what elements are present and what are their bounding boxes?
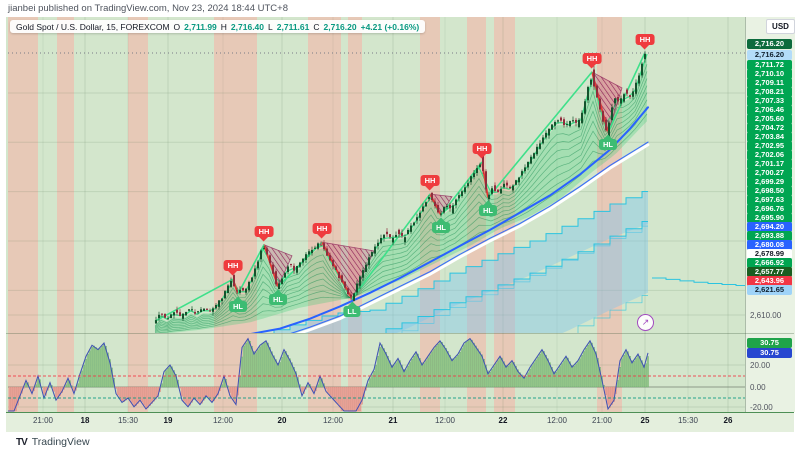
time-tick: 12:00 [212, 416, 234, 425]
price-badge: 2,678.99 [747, 249, 792, 259]
pane-divider[interactable] [6, 333, 794, 334]
price-badge: 2,680.08 [747, 240, 792, 250]
legend-symbol-text: Gold Spot / U.S. Dollar, 15, FOREXCOM [16, 21, 170, 32]
hh-marker: HH [254, 225, 274, 242]
marker-label: HH [476, 144, 488, 154]
price-badge: 2,702.95 [747, 141, 792, 151]
tradingview-watermark[interactable]: TV TradingView [16, 436, 90, 448]
marker-label: HL [233, 302, 243, 312]
legend-low-label: L [268, 21, 273, 32]
legend-close-label: C [313, 21, 320, 32]
price-badge: 2,697.63 [747, 195, 792, 205]
time-tick: 12:00 [434, 416, 456, 425]
time-tick: 12:00 [322, 416, 344, 425]
price-badge: 2,695.90 [747, 213, 792, 223]
time-tick: 15:30 [117, 416, 139, 425]
price-badge: 2,700.27 [747, 168, 792, 178]
time-tick: 22 [498, 416, 508, 425]
time-tick: 15:30 [677, 416, 699, 425]
time-axis[interactable] [6, 412, 794, 432]
hl-marker: HL [269, 289, 287, 305]
price-badge: 2,716.20 [747, 39, 792, 49]
price-badge: 2,707.33 [747, 96, 792, 106]
price-badge: 2,621.65 [747, 285, 792, 295]
price-badge: 2,643.96 [747, 276, 792, 286]
price-badge: 2,705.60 [747, 114, 792, 124]
price-badge: 2,711.72 [747, 60, 792, 70]
legend-high-value: 2,716.40 [230, 21, 265, 32]
marker-label: HL [603, 140, 613, 150]
legend-close-value: 2,716.20 [323, 21, 357, 32]
price-badge: 2,666.92 [747, 258, 792, 268]
tradingview-brand-text: TradingView [31, 436, 90, 448]
time-tick: 18 [80, 416, 90, 425]
marker-label: HH [258, 226, 270, 236]
ll-marker: LL [343, 301, 361, 317]
time-tick: 21 [388, 416, 398, 425]
sticker-icon[interactable]: ↗ [637, 314, 654, 331]
marker-label: HL [483, 205, 493, 215]
oscillator-axis-label: 0.00 [750, 383, 766, 392]
marker-label: HH [639, 34, 651, 44]
price-badge: 2,703.84 [747, 132, 792, 142]
published-byline: jianbei published on TradingView.com, No… [8, 3, 288, 14]
price-axis-label: 2,610.00 [750, 311, 782, 320]
price-badge: 2,716.20 [747, 50, 792, 60]
price-badge: 2,706.46 [747, 105, 792, 115]
time-tick: 21:00 [32, 416, 54, 425]
marker-label: HL [273, 294, 283, 304]
legend-open-label: O [173, 21, 181, 32]
legend-high-label: H [220, 21, 227, 32]
price-badge: 2,698.50 [747, 186, 792, 196]
price-badge: 2,694.20 [747, 222, 792, 232]
hh-marker: HH [420, 175, 440, 191]
hh-marker: HH [635, 33, 655, 49]
legend-open-value: 2,711.99 [184, 21, 217, 32]
legend-change-value: +4.21 (+0.16%) [360, 21, 420, 32]
time-tick: 19 [163, 416, 173, 425]
hh-marker: HH [582, 53, 602, 69]
oscillator-axis-label: -20.00 [750, 403, 773, 412]
price-badge: 2,699.29 [747, 177, 792, 187]
oscillator-pane[interactable] [6, 334, 745, 412]
time-tick: 12:00 [546, 416, 568, 425]
price-badge: 2,701.17 [747, 159, 792, 169]
tradingview-logo-icon: TV [16, 436, 28, 448]
marker-label: HH [424, 176, 436, 186]
marker-label: HH [316, 224, 328, 234]
price-badge: 2,708.21 [747, 87, 792, 97]
oscillator-badge: 30.75 [747, 338, 792, 348]
main-price-pane[interactable] [6, 17, 745, 333]
price-badge: 2,704.72 [747, 123, 792, 133]
price-badge: 2,657.77 [747, 267, 792, 277]
time-tick: 25 [640, 416, 650, 425]
price-badge: 2,696.76 [747, 204, 792, 214]
time-tick: 20 [277, 416, 287, 425]
hh-marker: HH [472, 143, 492, 159]
marker-label: LL [347, 306, 357, 316]
price-badge: 2,702.06 [747, 150, 792, 160]
hh-marker: HH [312, 223, 332, 239]
time-tick: 26 [723, 416, 733, 425]
price-badge: 2,693.88 [747, 231, 792, 241]
oscillator-badge: 30.75 [747, 348, 792, 358]
time-tick: 21:00 [591, 416, 613, 425]
hl-marker: HL [479, 200, 497, 216]
price-badge: 2,709.11 [747, 78, 792, 88]
currency-toggle-button[interactable]: USD [766, 19, 795, 34]
marker-label: HH [586, 54, 598, 63]
hl-marker: HL [229, 296, 247, 313]
legend-low-value: 2,711.61 [276, 21, 310, 32]
marker-label: HL [436, 223, 446, 233]
price-badge: 2,710.10 [747, 69, 792, 79]
hl-marker: HL [432, 217, 450, 234]
hl-marker: HL [599, 134, 617, 151]
hh-marker: HH [223, 260, 243, 276]
oscillator-axis-label: 20.00 [750, 361, 771, 370]
marker-label: HH [227, 261, 239, 271]
